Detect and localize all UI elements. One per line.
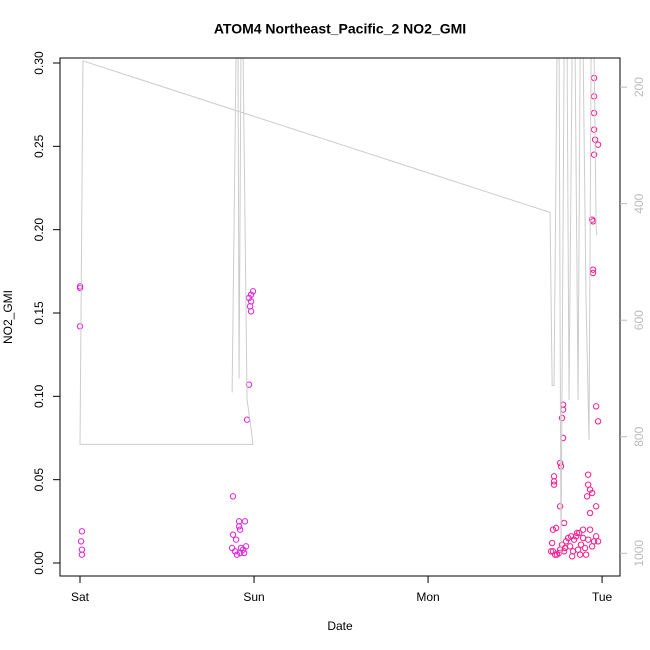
data-point	[78, 551, 86, 558]
data-point	[582, 551, 590, 558]
chart-title: ATOM4 Northeast_Pacific_2 NO2_GMI	[214, 21, 466, 37]
data-point	[590, 126, 598, 133]
y-tick-label: 0.00	[32, 551, 46, 575]
data-point	[548, 539, 556, 547]
data-point	[590, 151, 598, 158]
data-point	[551, 551, 559, 558]
data-point	[575, 529, 583, 537]
x-tick-label: Mon	[416, 590, 439, 604]
data-point	[549, 526, 557, 533]
pressure-line	[79, 58, 598, 556]
y-tick-label: 0.25	[32, 134, 46, 158]
data-point	[592, 503, 600, 510]
data-point	[583, 493, 591, 500]
data-point	[584, 536, 592, 543]
data-point	[569, 548, 577, 555]
data-point	[594, 418, 602, 425]
data-point	[249, 288, 257, 295]
y2-tick-label: 600	[632, 310, 646, 330]
data-point	[241, 518, 249, 525]
data-point	[556, 503, 564, 510]
y-tick-label: 0.10	[32, 384, 46, 408]
data-point	[233, 551, 241, 558]
y-tick-label: 0.20	[32, 218, 46, 242]
x-tick-label: Sun	[243, 590, 264, 604]
y2-tick-label: 800	[632, 426, 646, 446]
data-point	[556, 459, 564, 467]
data-point	[78, 528, 86, 535]
data-point	[590, 109, 598, 117]
data-point	[562, 538, 570, 545]
x-tick-label: Tue	[592, 590, 613, 604]
data-point	[586, 509, 594, 517]
data-point	[577, 541, 585, 548]
y2-tick-label: 1000	[632, 540, 646, 567]
data-point	[584, 471, 592, 478]
y-tick-label: 0.05	[32, 468, 46, 492]
data-point	[588, 489, 596, 497]
data-point	[550, 481, 558, 488]
x-axis-label: Date	[327, 619, 353, 633]
data-point	[576, 551, 584, 558]
data-point	[550, 478, 558, 485]
y-tick-label: 0.15	[32, 301, 46, 325]
data-point	[594, 538, 602, 545]
data-point	[240, 549, 248, 557]
x-tick-label: Sat	[71, 590, 90, 604]
plot-frame	[59, 57, 621, 577]
data-point	[549, 548, 557, 555]
data-point	[232, 536, 240, 543]
data-point	[77, 538, 85, 545]
y2-tick-label: 200	[632, 77, 646, 97]
data-point	[592, 403, 600, 410]
y-axis-label: NO2_GMI	[1, 290, 15, 344]
data-point	[245, 381, 253, 388]
data-point	[247, 291, 255, 298]
data-point	[586, 526, 594, 533]
data-point	[547, 548, 555, 555]
data-point	[229, 493, 237, 500]
data-point	[237, 544, 245, 552]
data-point	[235, 523, 243, 530]
data-point	[229, 531, 237, 538]
y2-tick-label: 400	[632, 193, 646, 213]
data-point	[236, 526, 244, 533]
y-tick-label: 0.30	[32, 51, 46, 75]
data-point	[586, 486, 594, 493]
data-point	[552, 524, 560, 532]
data-point	[76, 284, 84, 292]
data-point	[561, 544, 569, 552]
data-point	[76, 323, 84, 330]
data-point	[567, 533, 575, 540]
data-point	[573, 529, 581, 537]
data-point	[581, 544, 589, 552]
data-point	[247, 308, 255, 315]
data-point	[579, 526, 587, 533]
